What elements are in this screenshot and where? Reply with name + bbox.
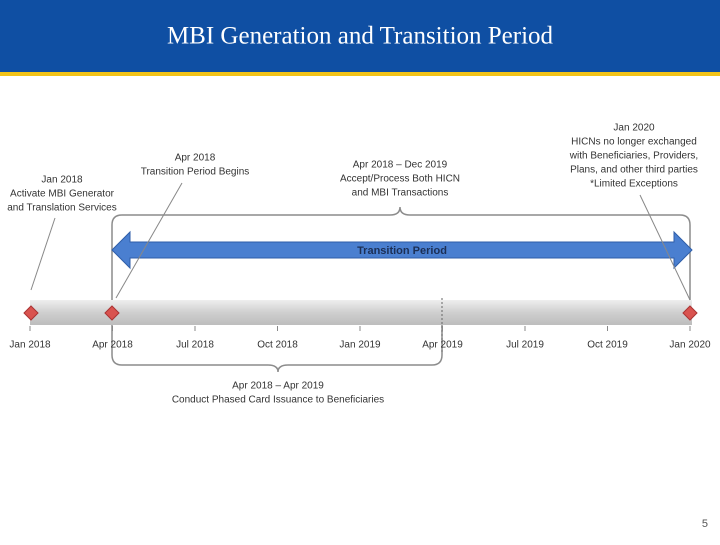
timeline-label: Jan 2019 xyxy=(339,340,381,351)
timeline-label: Oct 2019 xyxy=(587,340,628,351)
timeline-label: Jan 2018 xyxy=(9,340,51,351)
transition-arrow xyxy=(111,230,693,270)
timeline-label: Apr 2018 xyxy=(92,340,133,351)
milestone xyxy=(104,305,120,321)
callout-line: Plans, and other third parties xyxy=(570,165,698,176)
leader xyxy=(639,194,691,301)
timeline-label: Jul 2018 xyxy=(176,340,214,351)
timeline-label: Oct 2018 xyxy=(257,340,298,351)
callout-line: Apr 2018 – Apr 2019 xyxy=(232,381,324,392)
callout-line: Activate MBI Generator xyxy=(10,189,115,200)
page-number: 5 xyxy=(702,518,708,530)
callout-line: with Beneficiaries, Providers, xyxy=(569,151,698,162)
leader xyxy=(30,217,56,291)
transition-label: Transition Period xyxy=(357,245,447,257)
callout-line: Transition Period Begins xyxy=(141,167,250,178)
callout-line: Apr 2018 – Dec 2019 xyxy=(353,160,448,171)
timeline-label: Apr 2019 xyxy=(422,340,463,351)
slide-title: MBI Generation and Transition Period xyxy=(167,23,554,50)
timeline-label: Jan 2020 xyxy=(669,340,711,351)
callout-line: Conduct Phased Card Issuance to Benefici… xyxy=(172,395,384,406)
callout-line: Accept/Process Both HICN xyxy=(340,174,460,185)
transition-bracket xyxy=(111,206,691,300)
milestone xyxy=(682,305,698,321)
callout-line: Jan 2020 xyxy=(613,123,655,134)
callout-line: *Limited Exceptions xyxy=(590,179,678,190)
leader xyxy=(115,182,183,299)
callout-line: and Translation Services xyxy=(7,203,117,214)
header-rule xyxy=(0,72,720,76)
callout-line: Apr 2018 xyxy=(175,153,216,164)
callout-line: HICNs no longer exchanged xyxy=(571,137,697,148)
callout-line: and MBI Transactions xyxy=(352,188,449,199)
timeline-bar xyxy=(30,300,692,325)
issuance-bracket xyxy=(111,325,443,373)
header-band xyxy=(0,0,720,72)
milestone xyxy=(23,305,39,321)
timeline-label: Jul 2019 xyxy=(506,340,544,351)
callout-line: Jan 2018 xyxy=(41,175,83,186)
